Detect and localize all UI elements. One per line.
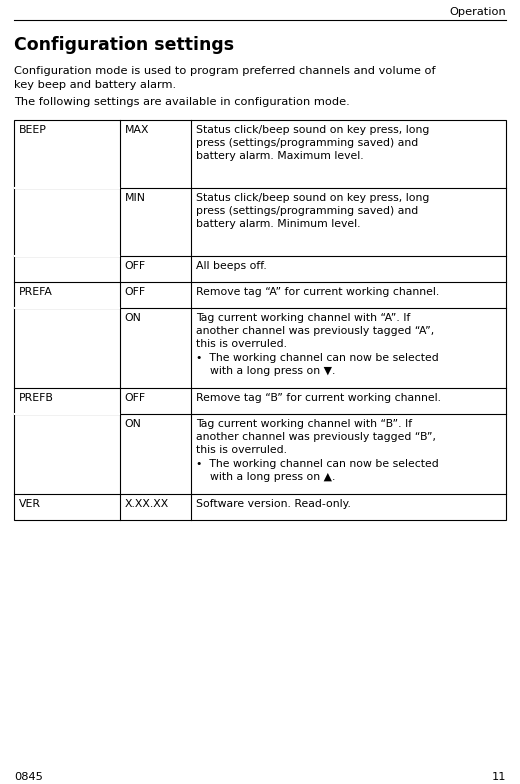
Text: OFF: OFF bbox=[125, 287, 146, 297]
Text: VER: VER bbox=[19, 499, 41, 509]
Text: MAX: MAX bbox=[125, 125, 149, 135]
Text: key beep and battery alarm.: key beep and battery alarm. bbox=[14, 80, 176, 90]
Text: All beeps off.: All beeps off. bbox=[196, 261, 267, 271]
Text: Remove tag “B” for current working channel.: Remove tag “B” for current working chann… bbox=[196, 393, 441, 403]
Text: OFF: OFF bbox=[125, 261, 146, 271]
Text: Tag current working channel with “B”. If
another channel was previously tagged “: Tag current working channel with “B”. If… bbox=[196, 419, 439, 482]
Text: 0845: 0845 bbox=[14, 772, 43, 782]
Text: Configuration settings: Configuration settings bbox=[14, 36, 234, 54]
Text: Status click/beep sound on key press, long
press (settings/programming saved) an: Status click/beep sound on key press, lo… bbox=[196, 193, 430, 230]
Text: The following settings are available in configuration mode.: The following settings are available in … bbox=[14, 97, 350, 107]
Text: MIN: MIN bbox=[125, 193, 146, 203]
Text: ON: ON bbox=[125, 313, 141, 323]
Text: Software version. Read-only.: Software version. Read-only. bbox=[196, 499, 351, 509]
Text: PREFA: PREFA bbox=[19, 287, 53, 297]
Text: OFF: OFF bbox=[125, 393, 146, 403]
Text: Operation: Operation bbox=[449, 7, 506, 17]
Text: Status click/beep sound on key press, long
press (settings/programming saved) an: Status click/beep sound on key press, lo… bbox=[196, 125, 430, 162]
Text: PREFB: PREFB bbox=[19, 393, 54, 403]
Bar bbox=[14, 120, 506, 520]
Text: ON: ON bbox=[125, 419, 141, 429]
Text: X.XX.XX: X.XX.XX bbox=[125, 499, 169, 509]
Text: Configuration mode is used to program preferred channels and volume of: Configuration mode is used to program pr… bbox=[14, 66, 436, 76]
Text: 11: 11 bbox=[491, 772, 506, 782]
Text: Remove tag “A” for current working channel.: Remove tag “A” for current working chann… bbox=[196, 287, 439, 297]
Text: Tag current working channel with “A”. If
another channel was previously tagged “: Tag current working channel with “A”. If… bbox=[196, 313, 439, 376]
Text: BEEP: BEEP bbox=[19, 125, 47, 135]
